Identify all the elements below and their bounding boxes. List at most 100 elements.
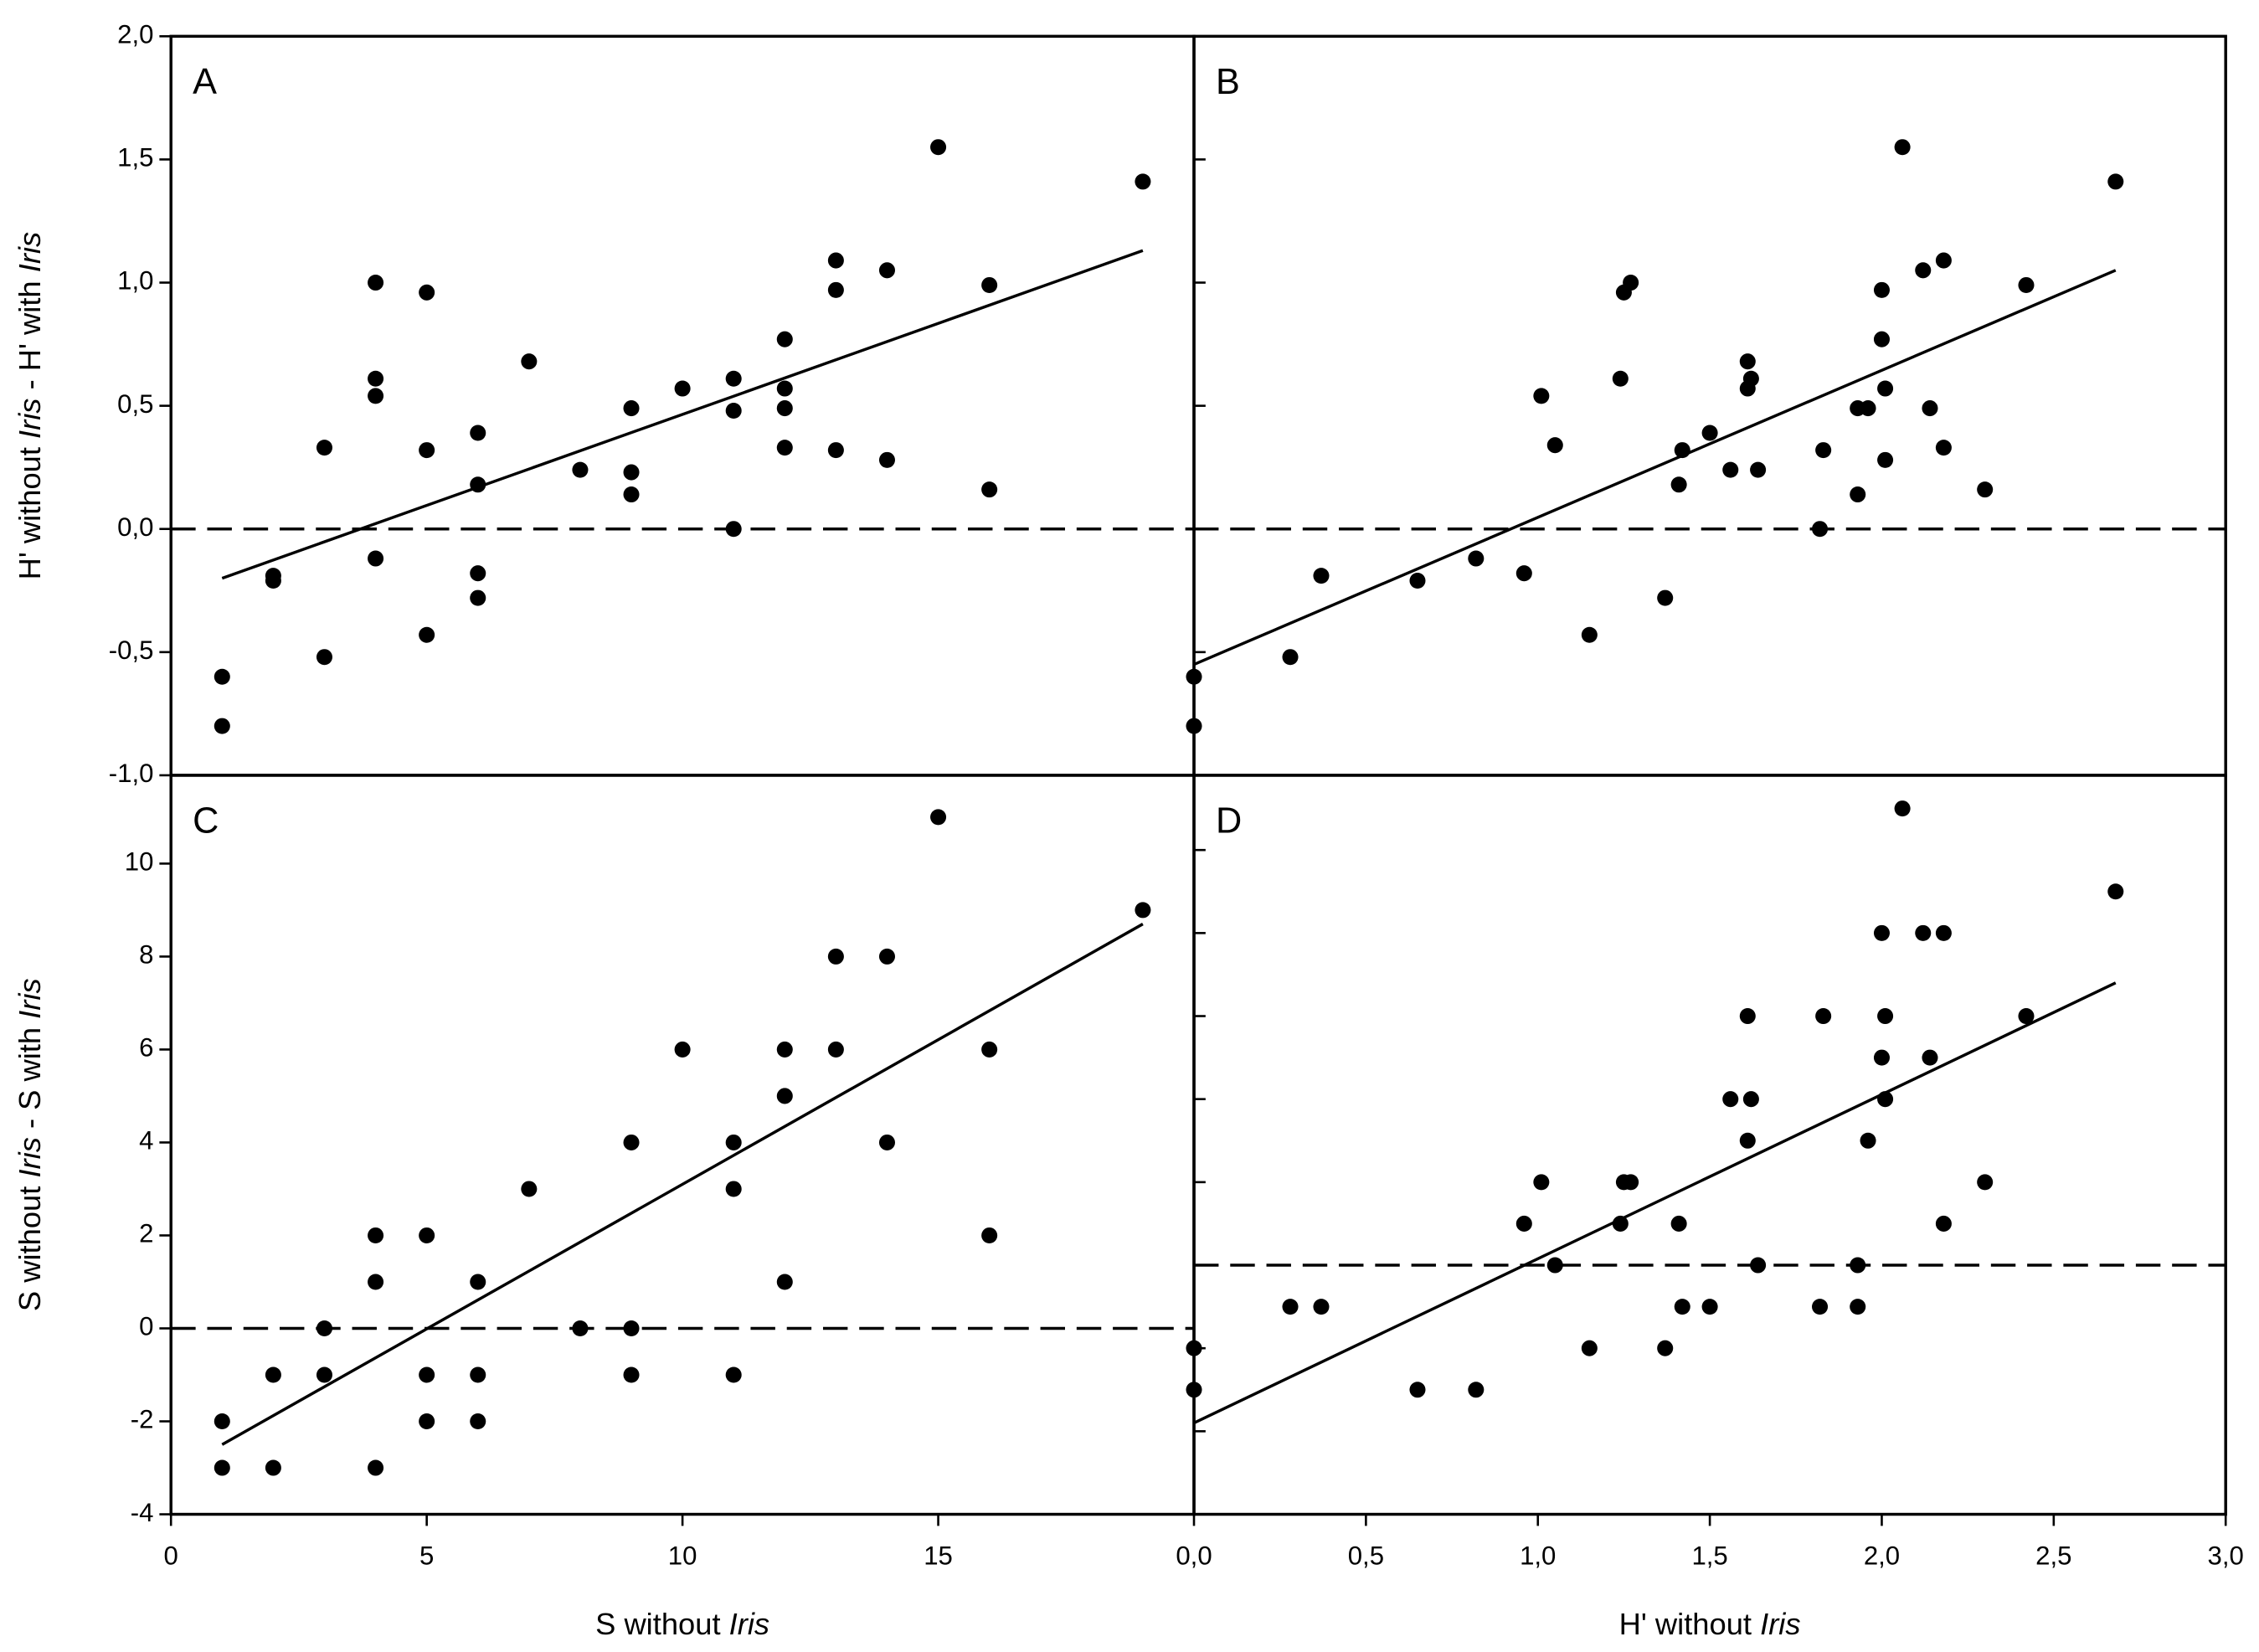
point [623,486,640,503]
point [419,1413,435,1430]
point [419,1227,435,1243]
point [1742,1091,1759,1108]
point [1812,521,1829,538]
panel-label: C [193,800,219,841]
point [674,1041,691,1058]
y-tick-label: 0,5 [117,389,153,419]
point [316,440,332,456]
point [1977,1174,1994,1191]
point [1515,565,1532,582]
point [776,331,793,347]
y-axis-title-part: H' without [13,439,47,579]
point [1612,1215,1629,1232]
point [878,451,895,468]
point [2018,276,2035,293]
point [776,440,793,456]
point [572,461,589,478]
y-tick-label: 8 [139,940,153,970]
point [1815,1008,1832,1025]
x-axis-title: S without Iris [595,1606,769,1640]
point [1409,572,1426,589]
point [1739,1132,1756,1149]
point [827,252,844,269]
y-tick-label: 0,0 [117,512,153,542]
fit-line [1193,981,2117,1425]
point [1877,1091,1894,1108]
point [1935,924,1952,941]
point [572,1320,589,1337]
point [776,1088,793,1104]
y-tick-label: 1,0 [117,266,153,296]
point [1186,1340,1202,1356]
point [930,139,947,156]
point [725,1181,742,1197]
point [1850,1257,1866,1274]
point [1533,388,1550,404]
point [878,948,895,965]
point [981,1041,998,1058]
point [1670,1215,1687,1232]
point [265,1366,281,1383]
point [1873,281,1890,298]
point [470,589,486,606]
point [1533,1174,1550,1191]
y-axis-title-part: Iris [13,1137,47,1177]
point [1468,1382,1485,1398]
point [368,1459,384,1476]
plot-frame [1192,774,2227,1516]
point [623,1320,640,1337]
point [1915,262,1932,279]
x-tick-label: 15 [924,1541,953,1571]
point [316,1366,332,1383]
point [1873,924,1890,941]
point [1873,331,1890,347]
point [1894,800,1911,817]
point [1546,437,1563,454]
point [368,388,384,404]
point [776,380,793,397]
point [419,626,435,643]
point [1877,380,1894,397]
point [827,281,844,298]
point [1739,353,1756,370]
point [1935,440,1952,456]
x-tick-label: 2,5 [2035,1541,2071,1571]
point [1468,550,1485,567]
point [214,718,230,734]
point [2018,1008,2035,1025]
fit-line [1193,269,2117,666]
point [265,572,281,589]
plot-frame [1192,34,2227,777]
point [470,1366,486,1383]
point [776,1274,793,1290]
x-tick-label: 1,5 [1691,1541,1727,1571]
y-tick-label: 2 [139,1219,153,1248]
y-tick-label: 6 [139,1033,153,1063]
point [1922,1049,1938,1066]
point [2107,173,2124,190]
point [827,948,844,965]
point [470,1413,486,1430]
point [1750,461,1767,478]
point [1873,1049,1890,1066]
point [214,1413,230,1430]
point [419,1366,435,1383]
x-axis-title-part: H' without [1619,1606,1760,1640]
y-tick-label: -0,5 [109,636,154,665]
y-axis-title-part: - H' with [13,272,47,398]
point [1135,902,1151,919]
point [1701,1299,1718,1315]
point [1850,1299,1866,1315]
point [725,370,742,387]
point [1674,442,1690,459]
point [1860,1132,1876,1149]
point [981,481,998,498]
y-axis-title-part: Iris [13,978,47,1018]
point [1581,626,1598,643]
point [1515,1215,1532,1232]
point [1812,1299,1829,1315]
fit-line [221,249,1144,580]
point [725,521,742,538]
point [1409,1382,1426,1398]
point [878,1134,895,1150]
